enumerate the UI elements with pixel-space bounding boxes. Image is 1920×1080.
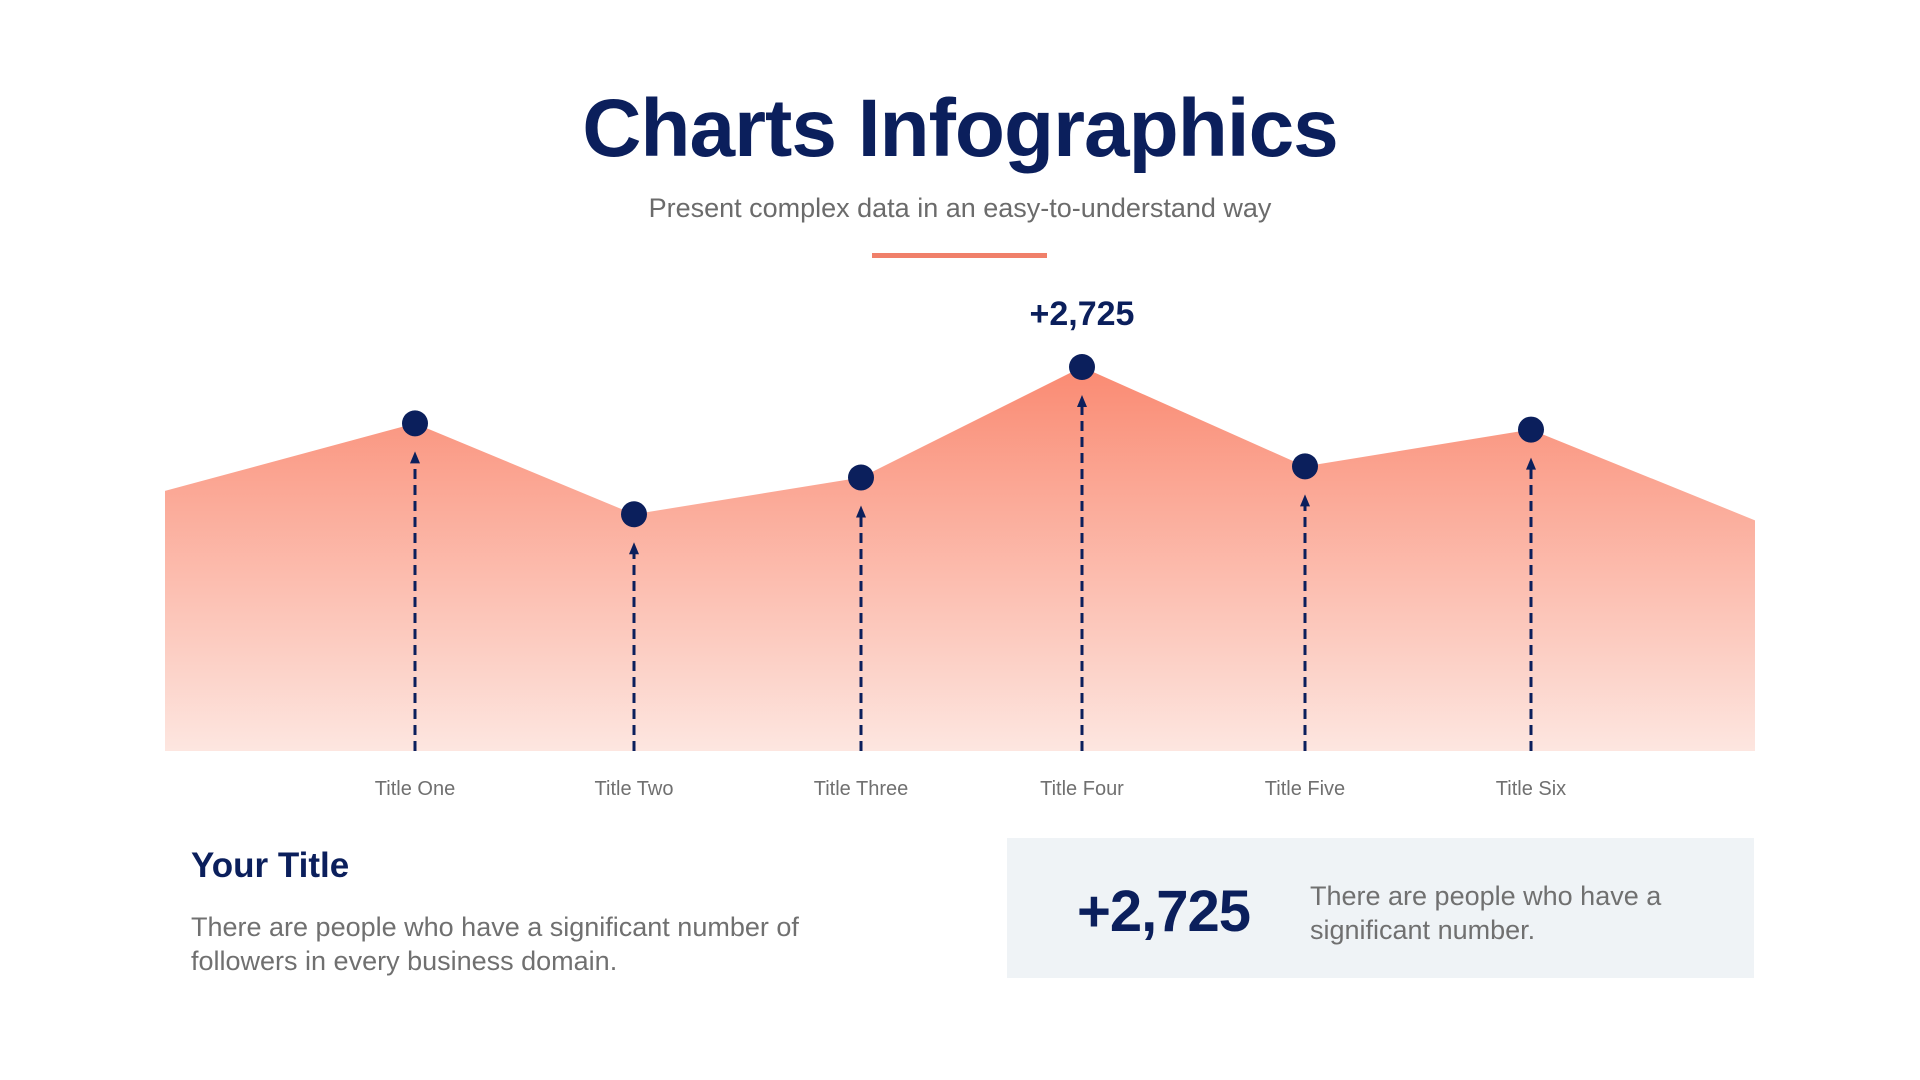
area-fill — [165, 367, 1755, 751]
x-tick-label: Title Two — [594, 778, 674, 800]
x-tick-label: Title Three — [813, 778, 909, 800]
stat-box: +2,725 There are people who have a signi… — [1007, 838, 1754, 978]
arrow-head-icon — [1526, 457, 1536, 470]
accent-divider — [872, 253, 1047, 258]
summary-title: Your Title — [191, 846, 350, 885]
data-point — [848, 464, 874, 491]
arrow-head-icon — [629, 542, 639, 555]
x-tick-label: Title One — [374, 778, 456, 800]
stat-text: There are people who have a significant … — [1310, 881, 1662, 945]
arrow-head-icon — [856, 505, 866, 518]
page-title: Charts Infographics — [582, 83, 1339, 174]
data-point — [1518, 416, 1544, 443]
data-point — [1292, 453, 1318, 480]
data-point — [621, 501, 647, 528]
data-label: +2,725 — [1029, 295, 1135, 333]
x-tick-label: Title Five — [1264, 778, 1346, 800]
x-tick-label: Title Six — [1495, 778, 1567, 800]
arrow-head-icon — [1077, 395, 1087, 407]
data-point — [1069, 354, 1095, 380]
arrow-head-icon — [410, 451, 420, 464]
stat-value: +2,725 — [1077, 879, 1251, 944]
summary-body: There are people who have a significant … — [191, 912, 799, 976]
x-tick-label: Title Four — [1040, 778, 1124, 800]
arrow-head-icon — [1300, 494, 1310, 507]
data-point — [402, 410, 428, 437]
page-subtitle: Present complex data in an easy-to-under… — [648, 193, 1272, 223]
